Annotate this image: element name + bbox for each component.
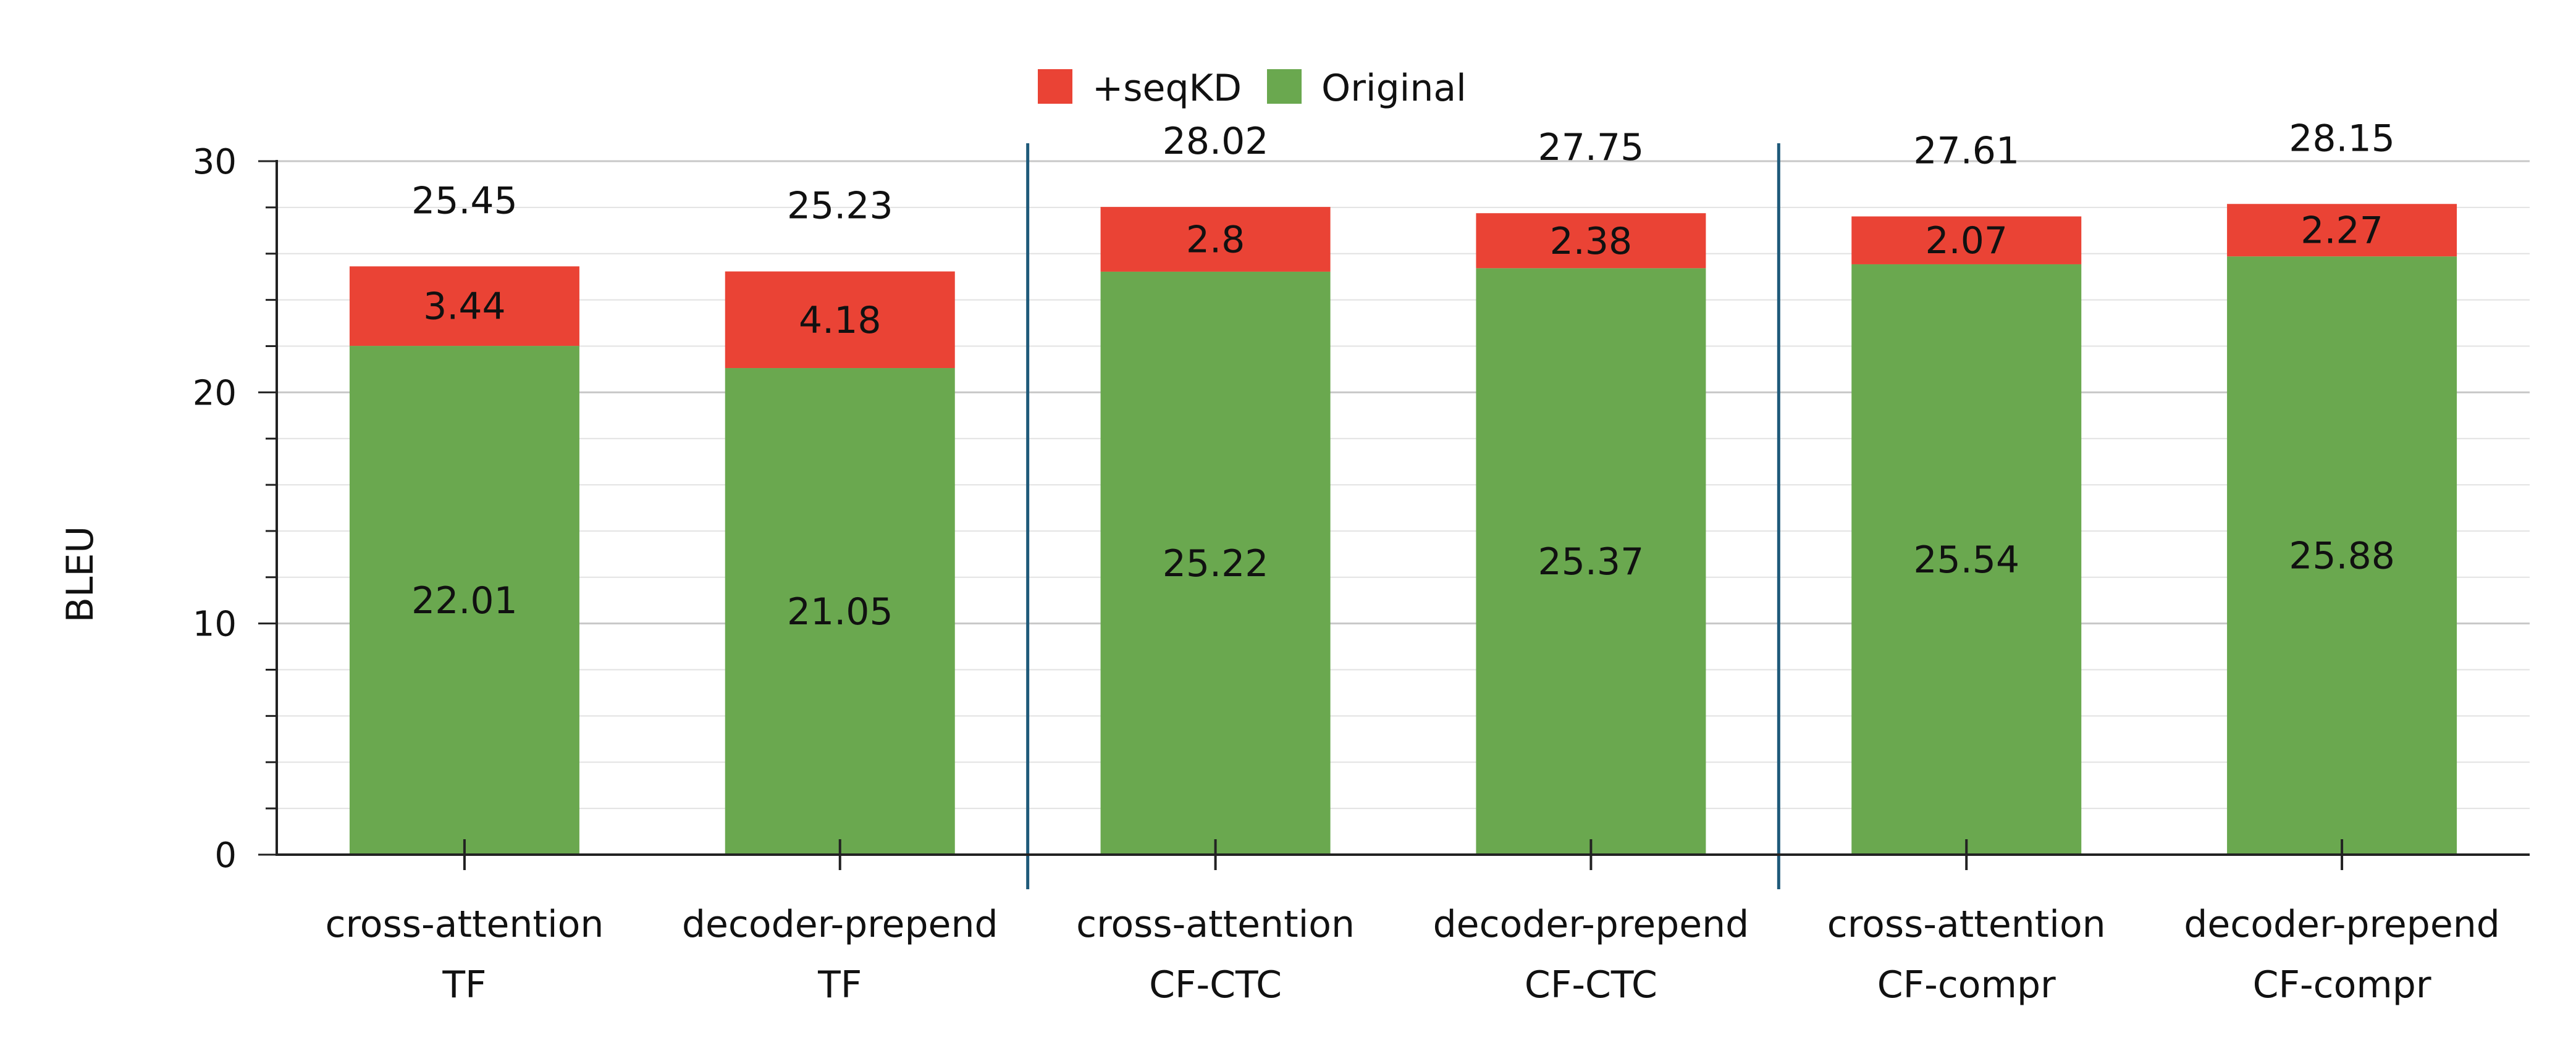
bar-seqkd (1100, 207, 1331, 272)
x-category-label: CF-compr (2253, 963, 2431, 1007)
total-value-label: 25.45 (411, 179, 518, 222)
x-category-label: CF-CTC (1525, 963, 1657, 1007)
x-category-label: CF-compr (1877, 963, 2056, 1007)
bar-original (349, 346, 579, 855)
bar-seqkd (1851, 216, 2082, 264)
x-category-label: CF-CTC (1149, 963, 1282, 1007)
segment-value-label: 2.38 (1550, 220, 1633, 263)
bar-original (1851, 264, 2082, 855)
x-category-label: decoder-prepend (682, 903, 998, 946)
total-value-label: 25.23 (787, 185, 893, 228)
legend-swatch (1038, 69, 1072, 104)
x-category-label: decoder-prepend (1433, 903, 1749, 946)
total-value-label: 28.15 (2289, 117, 2395, 160)
x-category-label: decoder-prepend (2184, 903, 2500, 946)
bar-original (1476, 268, 1706, 855)
total-value-label: 27.75 (1538, 126, 1644, 169)
legend-label: +seqKD (1092, 67, 1242, 110)
axes: 0 10 20 30 cross-attention TF decoder-prepend T… (193, 142, 2530, 1007)
legend-label: Original (1321, 67, 1467, 110)
segment-value-label: 3.44 (423, 285, 506, 329)
bar-seqkd (349, 266, 579, 346)
segment-value-label: 25.54 (1913, 538, 2019, 582)
bar-original (1100, 271, 1331, 855)
y-axis-title: BLEU (59, 526, 102, 622)
legend-swatch (1267, 69, 1302, 104)
y-tick-label: 0 (214, 836, 237, 876)
segment-value-label: 4.18 (799, 299, 882, 342)
segment-value-label: 25.22 (1163, 542, 1269, 585)
bar-seqkd (2227, 204, 2457, 257)
y-tick-label: 10 (193, 605, 237, 645)
x-category-label: TF (817, 963, 862, 1007)
x-category-label: cross-attention (1076, 903, 1355, 946)
x-category-label: cross-attention (325, 903, 604, 946)
x-category-label: cross-attention (1827, 903, 2106, 946)
bars (349, 204, 2457, 855)
segment-value-label: 25.37 (1538, 540, 1644, 584)
segment-value-label: 2.07 (1925, 219, 2008, 262)
total-value-label: 28.02 (1163, 120, 1269, 163)
y-tick-label: 20 (193, 373, 237, 413)
total-value-label: 27.61 (1913, 129, 2019, 172)
group-separators (1026, 143, 1780, 889)
bar-original (2227, 256, 2457, 855)
x-category-label: TF (442, 963, 486, 1007)
data-labels: 22.01 3.44 25.45 21.05 4.18 25.23 25.22 2.8 28.0… (411, 117, 2395, 634)
segment-value-label: 25.88 (2289, 535, 2395, 578)
segment-value-label: 2.8 (1186, 219, 1245, 262)
segment-value-label: 21.05 (787, 590, 893, 634)
gridlines (277, 160, 2530, 810)
legend: +seqKD Original (1038, 67, 1467, 110)
bar-original (725, 368, 955, 855)
y-tick-label: 30 (193, 142, 237, 182)
segment-value-label: 22.01 (411, 579, 518, 622)
bar-seqkd (725, 271, 955, 369)
bar-seqkd (1476, 213, 1706, 269)
segment-value-label: 2.27 (2300, 209, 2383, 253)
